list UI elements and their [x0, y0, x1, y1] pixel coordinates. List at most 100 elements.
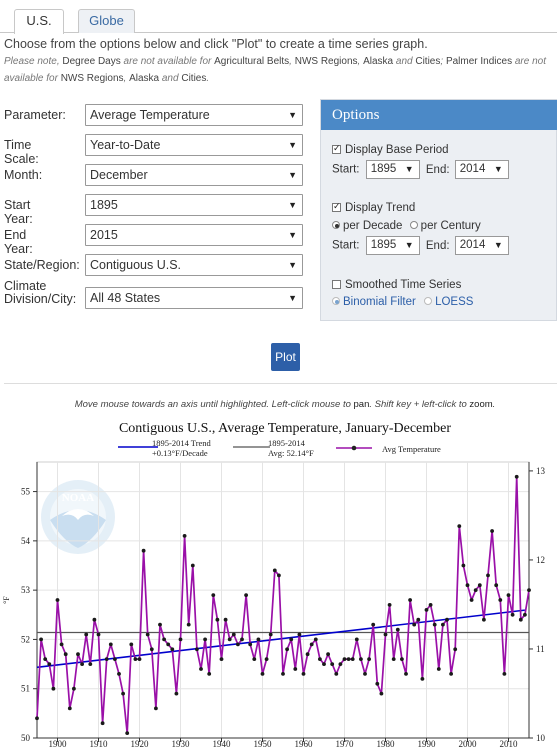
data-point: [391, 657, 396, 661]
base-start-select[interactable]: 1895 ▼: [365, 160, 420, 179]
trend-end-value: 2014: [459, 239, 486, 251]
month-select[interactable]: December ▼: [85, 164, 303, 186]
data-point: [215, 617, 220, 622]
trend-start-value: 1895: [370, 239, 397, 251]
division-select[interactable]: All 48 States ▼: [85, 287, 303, 309]
trend-end-select[interactable]: 2014 ▼: [454, 236, 509, 255]
tab-globe[interactable]: Globe: [78, 9, 135, 33]
data-point: [301, 672, 306, 676]
smoothed-label: Smoothed Time Series: [345, 279, 462, 291]
tab-us[interactable]: U.S.: [14, 9, 64, 34]
per-decade-label: per Decade: [343, 220, 403, 232]
data-point: [96, 632, 101, 637]
y2-tick-label: 13: [536, 466, 546, 476]
data-point: [260, 672, 265, 676]
parameter-label: Parameter:: [4, 108, 66, 122]
binomial-radio[interactable]: [332, 297, 340, 305]
note-keyword: Palmer Indices: [445, 56, 513, 67]
data-point: [367, 657, 371, 661]
data-point: [342, 657, 347, 661]
dropdown-arrow-icon: ▼: [288, 293, 297, 303]
smoothed-checkbox[interactable]: [332, 280, 341, 289]
data-point: [449, 672, 453, 676]
data-point: [326, 652, 330, 657]
dropdown-arrow-icon: ▼: [288, 140, 297, 150]
chart-axes: 1900 1910 1920 1930 1940 1950 1960 1970 1980 1990…: [2, 462, 546, 749]
data-point: [461, 563, 466, 568]
x-tick-label: 1970: [336, 739, 355, 749]
y-tick-label: 52: [21, 634, 30, 644]
dropdown-arrow-icon: ▼: [288, 260, 297, 270]
data-point: [469, 598, 474, 602]
x-tick-label: 1990: [418, 739, 437, 749]
data-point: [297, 632, 302, 637]
legend-trend-line2: +0.13°F/Decade: [152, 448, 208, 458]
smoothed-option[interactable]: Smoothed Time Series: [332, 279, 461, 291]
end-year-value: 2015: [90, 228, 118, 242]
x-tick-label: 1930: [172, 739, 191, 749]
intro-text: Choose from the options below and click …: [4, 37, 428, 51]
data-point: [117, 672, 121, 676]
data-point: [108, 642, 113, 647]
data-point: [55, 598, 60, 602]
data-point: [363, 672, 367, 676]
timescale-label: Time Scale:: [4, 138, 39, 166]
data-point: [63, 652, 68, 657]
data-point: [383, 632, 388, 637]
dropdown-arrow-icon: ▼: [288, 200, 297, 210]
base-period-option[interactable]: Display Base Period: [332, 143, 449, 156]
data-point: [453, 647, 458, 652]
data-point: [354, 637, 359, 642]
trend-option[interactable]: Display Trend: [332, 201, 415, 214]
per-century-radio[interactable]: [409, 221, 418, 229]
data-point: [219, 657, 224, 661]
note-text: .: [206, 73, 210, 84]
region-select[interactable]: Contiguous U.S. ▼: [85, 254, 303, 276]
base-period-checkbox[interactable]: [332, 143, 341, 154]
y-tick-label: 55: [21, 487, 31, 497]
data-point: [240, 637, 244, 642]
plot-button[interactable]: Plot: [271, 343, 300, 371]
timescale-select[interactable]: Year-to-Date ▼: [85, 134, 303, 156]
temperature-chart[interactable]: 1895-2014 Trend +0.13°F/Decade 1895-2014…: [0, 438, 557, 755]
start-year-select[interactable]: 1895 ▼: [85, 194, 303, 216]
trend-checkbox[interactable]: [332, 201, 341, 212]
y-tick-label: 54: [21, 536, 31, 546]
start-year-label: Start Year:: [4, 198, 33, 226]
data-point: [272, 568, 277, 573]
data-point: [39, 637, 43, 642]
note-keyword: Alaska: [363, 56, 394, 67]
binomial-label: Binomial Filter: [343, 296, 416, 308]
per-decade-radio[interactable]: [332, 221, 340, 229]
dropdown-arrow-icon: ▼: [404, 240, 414, 250]
data-point: [416, 617, 421, 622]
data-point: [178, 637, 183, 642]
data-point: [236, 642, 240, 647]
data-point: [338, 662, 343, 666]
trend-start-select[interactable]: 1895 ▼: [365, 236, 420, 255]
data-point: [145, 632, 150, 637]
data-point: [223, 617, 228, 622]
y2-tick-label: 12: [536, 555, 545, 565]
loess-radio[interactable]: [424, 297, 433, 305]
x-tick-label: 1910: [90, 739, 109, 749]
data-point: [207, 672, 212, 676]
x-tick-label: 2010: [500, 739, 519, 749]
data-point: [248, 642, 253, 647]
data-point: [420, 677, 425, 681]
legend-series-marker: [351, 445, 357, 451]
data-point: [277, 573, 281, 578]
tab-bar: U.S. Globe: [0, 0, 557, 34]
end-year-select[interactable]: 2015 ▼: [85, 224, 303, 246]
dropdown-arrow-icon: ▼: [288, 110, 297, 120]
data-point: [190, 563, 195, 568]
y-tick-label: 53: [21, 585, 31, 595]
note-keyword: Agricultural Belts: [214, 56, 290, 67]
base-end-select[interactable]: 2014 ▼: [454, 160, 509, 179]
x-tick-label: 1980: [377, 739, 396, 749]
data-point: [305, 652, 310, 657]
data-point: [281, 672, 285, 676]
parameter-select[interactable]: Average Temperature ▼: [85, 104, 303, 126]
start-year-value: 1895: [90, 198, 118, 212]
data-point: [514, 474, 519, 479]
